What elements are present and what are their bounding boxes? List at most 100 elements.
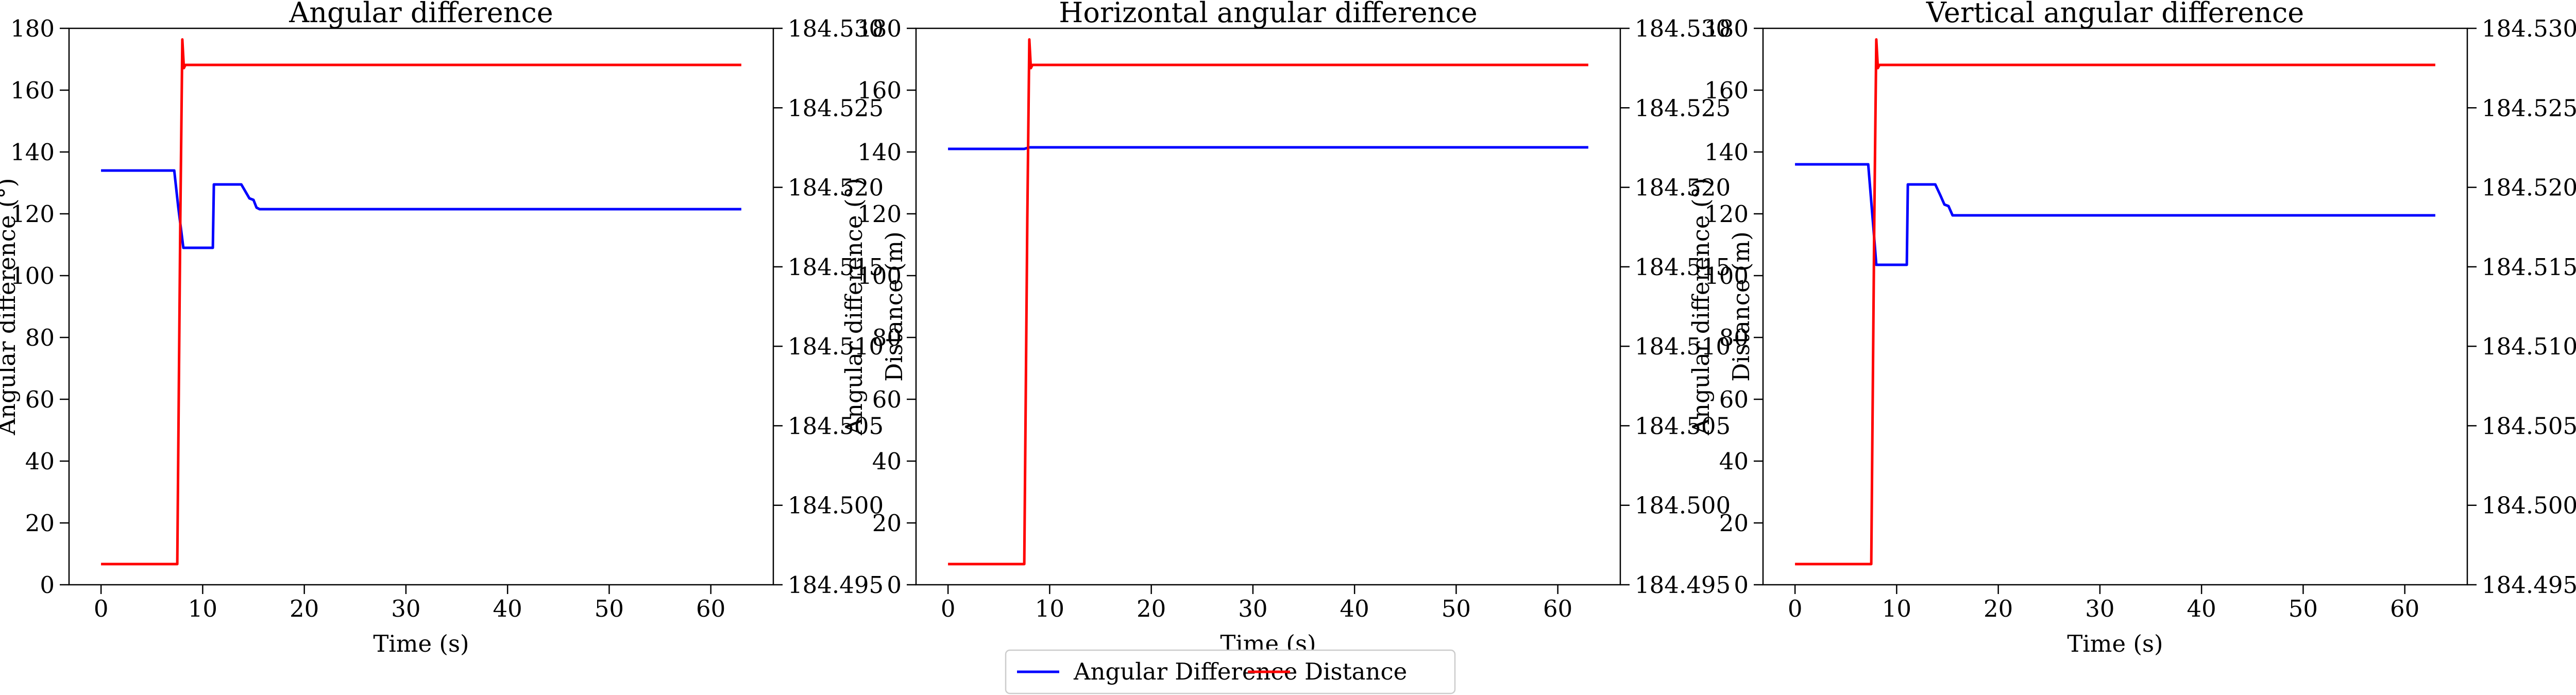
series-line-distance bbox=[101, 38, 741, 566]
x-axis-label: Time (s) bbox=[373, 630, 469, 657]
x-tick-label: 30 bbox=[2085, 595, 2114, 622]
y-tick-label: 60 bbox=[1719, 386, 1749, 413]
y-tick-label: 40 bbox=[25, 448, 55, 475]
y-tick-label: 80 bbox=[25, 324, 55, 351]
x-tick-label: 10 bbox=[1882, 595, 1911, 622]
x-tick-label: 50 bbox=[595, 595, 624, 622]
y2-tick-label: 184.510 bbox=[2482, 333, 2576, 360]
y2-tick-label: 184.525 bbox=[788, 94, 884, 122]
y-tick-label: 80 bbox=[872, 324, 902, 351]
x-tick-label: 50 bbox=[2289, 595, 2318, 622]
y-tick-label: 40 bbox=[872, 448, 902, 475]
x-tick-label: 20 bbox=[1984, 595, 2013, 622]
chart-title: Vertical angular difference bbox=[1926, 0, 2304, 29]
y-tick-label: 0 bbox=[887, 571, 902, 599]
x-tick-label: 60 bbox=[2390, 595, 2419, 622]
x-tick-label: 30 bbox=[1238, 595, 1267, 622]
y2-tick-label: 184.515 bbox=[788, 253, 884, 281]
y-tick-label: 100 bbox=[857, 262, 902, 290]
series-line-angular-difference bbox=[101, 169, 741, 249]
y-tick-label: 20 bbox=[25, 510, 55, 537]
y2-tick-label: 184.500 bbox=[2482, 492, 2576, 519]
y2-tick-label: 184.510 bbox=[788, 333, 884, 360]
chart-panel-2: 0 10 20 30 40 50 60020406080100120140160180184… bbox=[840, 0, 1755, 657]
y-tick-label: 180 bbox=[1704, 15, 1749, 42]
y-tick-label: 80 bbox=[1719, 324, 1749, 351]
y-tick-label: 100 bbox=[10, 262, 55, 290]
plot-frame bbox=[1762, 27, 2468, 586]
y-tick-label: 120 bbox=[1704, 200, 1749, 228]
y2-tick-label: 184.515 bbox=[2482, 253, 2576, 281]
x-tick-label: 60 bbox=[696, 595, 725, 622]
plot-frame bbox=[68, 27, 774, 586]
y2-tick-label: 184.505 bbox=[2482, 412, 2576, 439]
x-tick-label: 60 bbox=[1543, 595, 1572, 622]
y2-tick-label: 184.530 bbox=[788, 15, 884, 42]
y2-tick-label: 184.520 bbox=[788, 174, 884, 201]
y2-tick-label: 184.495 bbox=[1635, 571, 1731, 599]
legend: Angular Difference Distance bbox=[1005, 649, 1456, 694]
x-tick-label: 0 bbox=[94, 595, 109, 622]
x-tick-label: 50 bbox=[1442, 595, 1471, 622]
chart-panel-3: 0 10 20 30 40 50 60 0 20 40 60 80 100 120 140 160 180 184… bbox=[1687, 0, 2576, 657]
y2-tick-label: 184.530 bbox=[1635, 15, 1731, 42]
y2-tick-label: 184.495 bbox=[788, 571, 884, 599]
y2-tick-label: 184.510 bbox=[1635, 333, 1731, 360]
y2-tick-label: 184.530 bbox=[2482, 15, 2576, 42]
y2-tick-label: 184.495 bbox=[2482, 571, 2576, 599]
y2-tick-label: 184.515 bbox=[1635, 253, 1731, 281]
x-tick-label: 30 bbox=[391, 595, 420, 622]
y2-axis-label: Distance (m) bbox=[1727, 231, 1755, 381]
series-line-distance bbox=[1795, 38, 2435, 566]
y-tick-label: 0 bbox=[1734, 571, 1749, 599]
y2-tick-label: 184.500 bbox=[1635, 492, 1731, 519]
chart-title: Angular difference bbox=[289, 0, 553, 29]
y-tick-label: 140 bbox=[1704, 139, 1749, 166]
y2-tick-label: 184.500 bbox=[788, 492, 884, 519]
y-tick-label: 180 bbox=[10, 15, 55, 42]
x-tick-label: 10 bbox=[188, 595, 217, 622]
y-tick-label: 20 bbox=[872, 510, 902, 537]
x-axis-label: Time (s) bbox=[2067, 630, 2163, 657]
chart-panel-1: 0 10 20 30 40 50 60020406080100120140160180184… bbox=[0, 0, 908, 657]
series-line-distance bbox=[948, 38, 1588, 566]
y-tick-label: 160 bbox=[10, 77, 55, 104]
y-tick-label: 140 bbox=[10, 139, 55, 166]
y-axis-label: Angular difference (°) bbox=[0, 178, 21, 436]
y2-tick-label: 184.520 bbox=[2482, 174, 2576, 201]
x-tick-label: 40 bbox=[2187, 595, 2216, 622]
y-tick-label: 60 bbox=[25, 386, 55, 413]
y2-tick-label: 184.525 bbox=[2482, 94, 2576, 122]
legend-box bbox=[1005, 649, 1456, 694]
y2-tick-label: 184.505 bbox=[1635, 412, 1731, 439]
y-tick-label: 60 bbox=[872, 386, 902, 413]
y2-tick-label: 184.525 bbox=[1635, 94, 1731, 122]
x-tick-label: 0 bbox=[941, 595, 956, 622]
y-tick-label: 20 bbox=[1719, 510, 1749, 537]
y-tick-label: 140 bbox=[857, 139, 902, 166]
x-tick-label: 40 bbox=[493, 595, 522, 622]
y2-tick-label: 184.520 bbox=[1635, 174, 1731, 201]
x-tick-label: 20 bbox=[1137, 595, 1166, 622]
y-tick-label: 160 bbox=[857, 77, 902, 104]
y-tick-label: 160 bbox=[1704, 77, 1749, 104]
y-tick-label: 120 bbox=[857, 200, 902, 228]
y-tick-label: 120 bbox=[10, 200, 55, 228]
y-axis-label: Angular difference (°) bbox=[1687, 178, 1715, 436]
series-line-angular-difference bbox=[948, 146, 1588, 150]
legend-label-distance: Distance bbox=[1304, 658, 1407, 685]
y2-tick-label: 184.505 bbox=[788, 412, 884, 439]
y-tick-label: 100 bbox=[1704, 262, 1749, 290]
x-tick-label: 0 bbox=[1788, 595, 1803, 622]
y2-axis-label: Distance (m) bbox=[2574, 231, 2576, 381]
y-tick-label: 40 bbox=[1719, 448, 1749, 475]
y-tick-label: 180 bbox=[857, 15, 902, 42]
y-tick-label: 0 bbox=[40, 571, 55, 599]
plot-frame bbox=[915, 27, 1621, 586]
y2-axis-label: Distance (m) bbox=[880, 231, 908, 381]
x-tick-label: 20 bbox=[290, 595, 319, 622]
x-tick-label: 40 bbox=[1340, 595, 1369, 622]
y-axis-label: Angular difference (°) bbox=[840, 178, 868, 436]
x-tick-label: 10 bbox=[1035, 595, 1064, 622]
